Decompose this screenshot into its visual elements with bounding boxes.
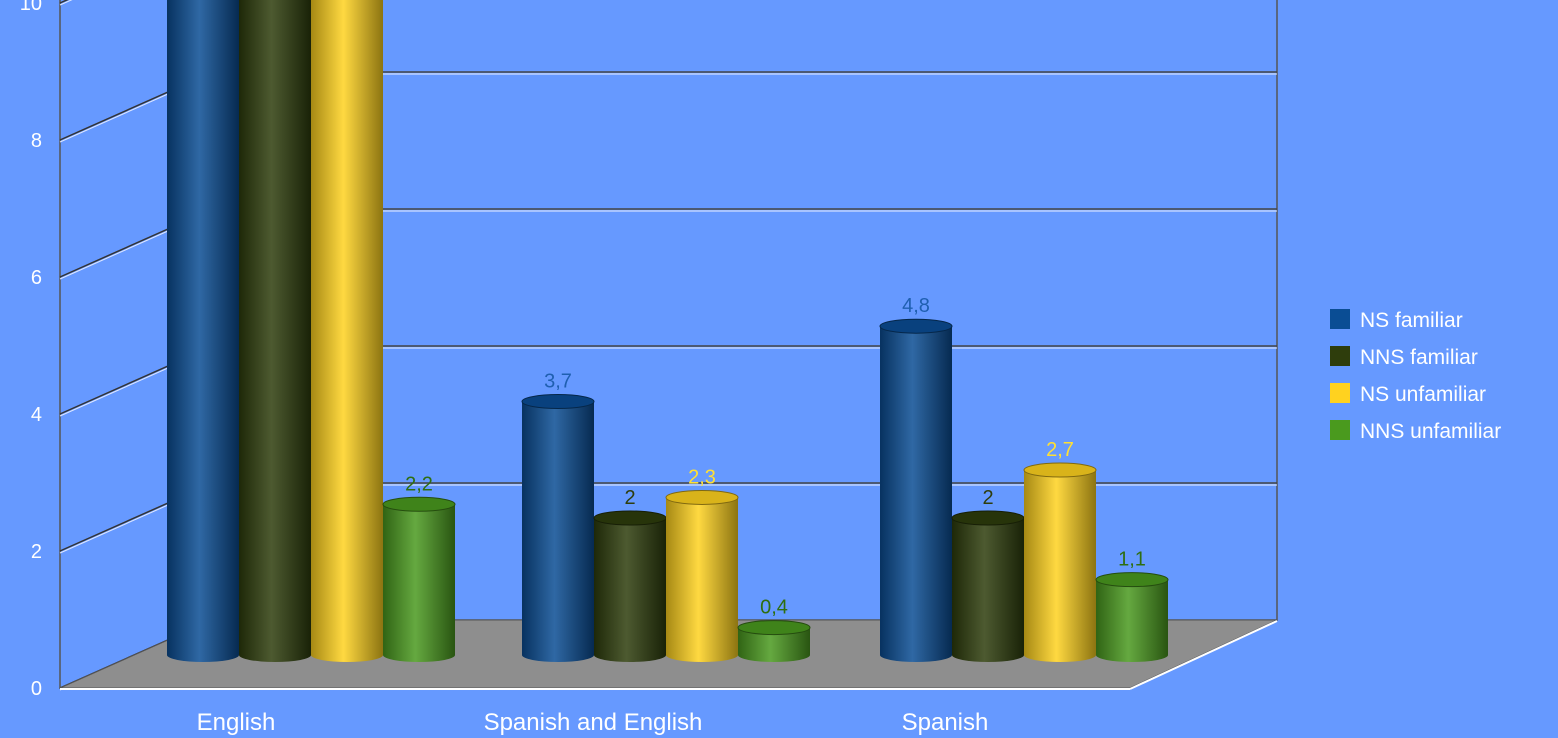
bar (879, 318, 953, 662)
legend-item: NNS unfamiliar (1330, 420, 1501, 443)
bar-body (239, 0, 311, 662)
legend-item: NNS familiar (1330, 346, 1478, 369)
bar (382, 496, 456, 662)
legend-swatch (1330, 346, 1350, 366)
bar-top (879, 318, 953, 334)
legend-swatch (1330, 420, 1350, 440)
data-label: 2,3 (688, 466, 716, 488)
y-axis: 024681012141618 (20, 0, 42, 700)
data-label: 2,7 (1046, 439, 1074, 461)
y-tick-label: 4 (31, 404, 42, 426)
bar (239, 0, 311, 662)
y-tick-label: 2 (31, 541, 42, 563)
legend: NS familiar NNS familiar NS unfamiliar NNS … (1330, 309, 1501, 443)
bar-top (737, 620, 811, 636)
bar (521, 394, 595, 662)
data-label: 4,8 (902, 295, 930, 317)
x-category-label: Spanish (902, 709, 989, 736)
x-category-label: English (197, 709, 276, 736)
bar-top (521, 394, 595, 410)
bar (1095, 572, 1169, 662)
legend-label: NS unfamiliar (1360, 383, 1486, 406)
bar-body (1096, 579, 1168, 662)
y-tick-label: 10 (20, 0, 42, 15)
bar-top (1023, 462, 1097, 478)
legend-label: NS familiar (1360, 309, 1463, 332)
bar (593, 510, 667, 662)
bar-body (311, 0, 383, 662)
bar (737, 620, 811, 662)
bar-body (522, 401, 594, 662)
data-label: 2,2 (405, 473, 433, 495)
y-tick-label: 8 (31, 130, 42, 152)
x-axis: English Spanish and English Spanish (197, 709, 989, 736)
bar-body (738, 627, 810, 662)
bar (951, 510, 1025, 662)
legend-item: NS unfamiliar (1330, 383, 1486, 406)
data-label: 0,4 (760, 597, 788, 619)
bar-body (666, 497, 738, 662)
legend-label: NNS unfamiliar (1360, 420, 1501, 443)
bar (167, 0, 239, 662)
legend-item: NS familiar (1330, 309, 1463, 332)
y-tick-label: 0 (31, 678, 42, 700)
bar (1023, 462, 1097, 662)
data-label: 3,7 (544, 371, 572, 393)
bar-top (593, 510, 667, 526)
data-labels: 171613,52,23,722,30,44,822,71,1 (405, 295, 1146, 619)
legend-swatch (1330, 383, 1350, 403)
x-category-label: Spanish and English (484, 709, 703, 736)
bar-top (665, 489, 739, 505)
bar-body (880, 326, 952, 662)
bar-top (951, 510, 1025, 526)
bar-body (383, 504, 455, 662)
data-label: 1,1 (1118, 549, 1146, 571)
floor-edge (1129, 620, 1278, 690)
data-label: 2 (624, 487, 635, 509)
bar (665, 489, 739, 662)
bar-body (1024, 470, 1096, 662)
y-tick-label: 6 (31, 267, 42, 289)
bar (311, 0, 383, 662)
gridlines (59, 0, 1277, 691)
bar-top (1095, 572, 1169, 588)
bar-body (594, 518, 666, 662)
data-label: 2 (982, 487, 993, 509)
bar-body (952, 518, 1024, 662)
bar-top (382, 496, 456, 512)
legend-swatch (1330, 309, 1350, 329)
legend-label: NNS familiar (1360, 346, 1478, 369)
bar-body (167, 0, 239, 662)
bars (167, 0, 1169, 662)
